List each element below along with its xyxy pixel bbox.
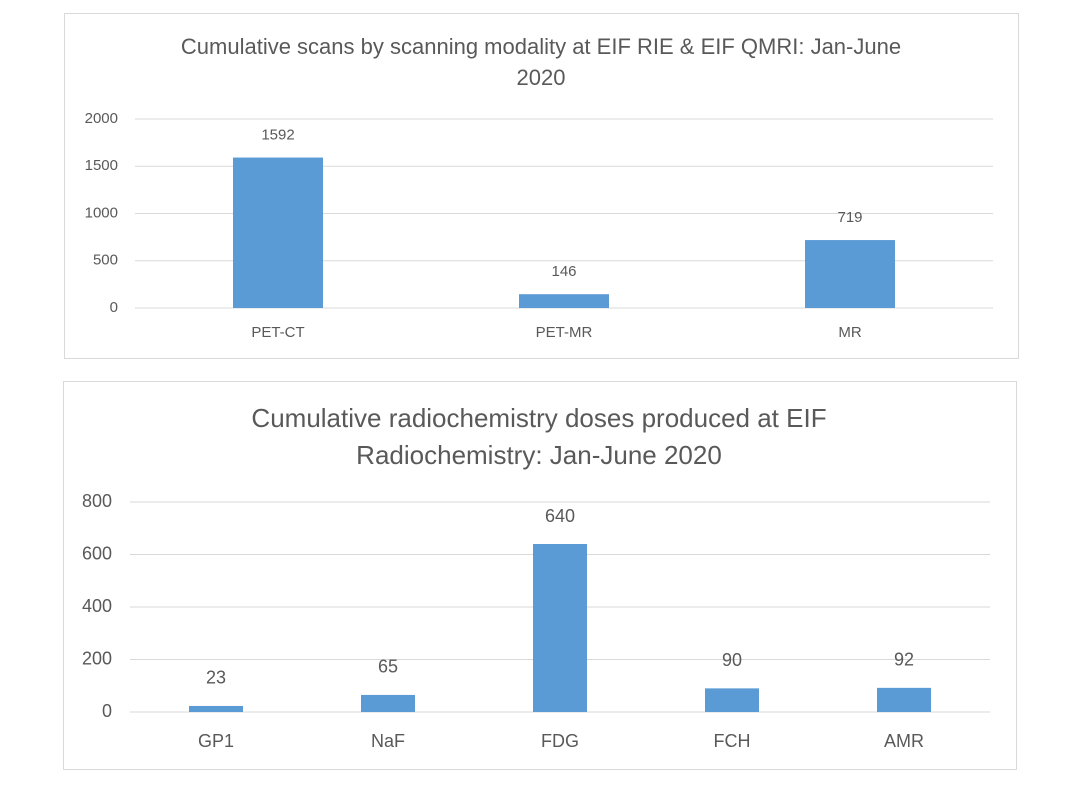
x-tick-label: MR	[838, 324, 861, 341]
data-label: 146	[551, 263, 576, 280]
bar	[519, 294, 609, 308]
data-label: 90	[722, 650, 742, 670]
y-tick-label: 0	[110, 299, 118, 316]
chart-frame	[63, 381, 1017, 770]
y-tick-label: 200	[82, 648, 112, 668]
data-label: 640	[545, 506, 575, 526]
y-tick-label: 1500	[85, 157, 118, 174]
y-tick-label: 600	[82, 543, 112, 563]
data-label: 719	[837, 209, 862, 226]
x-tick-label: PET-CT	[251, 324, 304, 341]
chart-frame	[64, 13, 1019, 359]
chart-title: Cumulative radiochemistry doses produced…	[251, 403, 827, 470]
bar	[233, 157, 323, 308]
data-label: 1592	[261, 127, 294, 144]
bar	[533, 544, 587, 712]
x-tick-label: FDG	[541, 731, 579, 751]
y-tick-label: 1000	[85, 204, 118, 221]
y-tick-label: 2000	[85, 110, 118, 127]
y-tick-label: 0	[102, 701, 112, 721]
x-tick-label: AMR	[884, 731, 924, 751]
data-label: 65	[378, 657, 398, 677]
bar	[805, 240, 895, 308]
x-tick-label: FCH	[714, 731, 751, 751]
y-tick-label: 800	[82, 491, 112, 511]
data-label: 92	[894, 650, 914, 670]
bar	[705, 688, 759, 712]
x-tick-label: NaF	[371, 731, 405, 751]
y-tick-label: 500	[93, 252, 118, 269]
chart-title: Cumulative scans by scanning modality at…	[180, 34, 902, 90]
data-label: 23	[206, 668, 226, 688]
x-tick-label: PET-MR	[536, 324, 593, 341]
bar	[361, 694, 415, 712]
bar	[877, 687, 931, 712]
x-tick-label: GP1	[198, 731, 234, 751]
bar	[189, 705, 243, 712]
y-tick-label: 400	[82, 596, 112, 616]
